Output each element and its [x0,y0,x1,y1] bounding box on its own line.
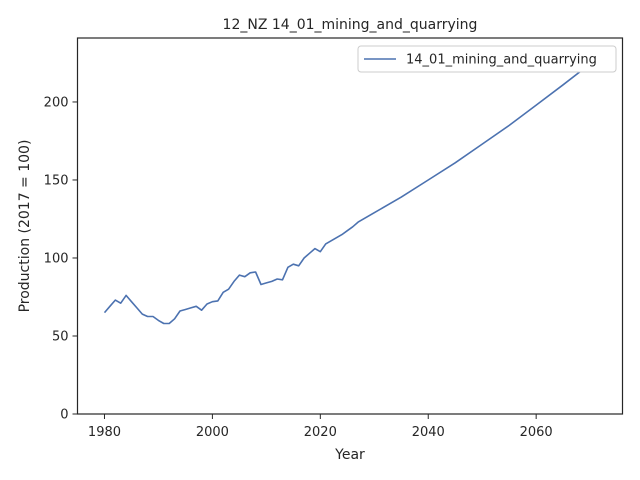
x-tick-label: 2000 [196,425,229,440]
x-axis-ticks: 1980 2000 2020 2040 2060 [88,414,553,440]
x-tick-label: 2040 [412,425,445,440]
x-axis-label: Year [334,447,365,463]
legend-box [357,45,617,73]
x-tick-label: 1980 [88,425,121,440]
y-tick-label: 0 [60,408,68,423]
y-axis-label: Production (2017 = 100) [17,140,33,313]
plot-area-frame [76,37,624,415]
series-line [103,59,596,325]
y-tick-label: 200 [44,95,69,110]
x-tick-label: 2060 [520,425,553,440]
y-axis-ticks: 0 50 100 150 200 [44,95,78,423]
x-tick-label: 2020 [304,425,337,440]
legend-label: 14_01_mining_and_quarrying [406,53,597,68]
y-tick-label: 50 [52,329,69,344]
chart-title: 12_NZ 14_01_mining_and_quarrying [223,17,478,33]
y-tick-label: 100 [44,251,69,266]
legend: 14_01_mining_and_quarrying [357,45,617,73]
y-tick-label: 150 [44,173,69,188]
